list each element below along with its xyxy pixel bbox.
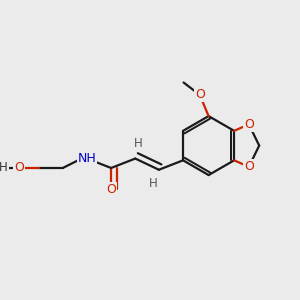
Text: O: O: [14, 161, 24, 175]
Text: H: H: [134, 137, 142, 150]
Text: O: O: [244, 118, 254, 131]
Text: H: H: [149, 177, 158, 190]
Text: O: O: [244, 160, 254, 173]
Text: O: O: [195, 88, 205, 101]
Text: H: H: [0, 161, 8, 175]
Text: NH: NH: [78, 152, 96, 165]
Text: O: O: [106, 183, 116, 196]
